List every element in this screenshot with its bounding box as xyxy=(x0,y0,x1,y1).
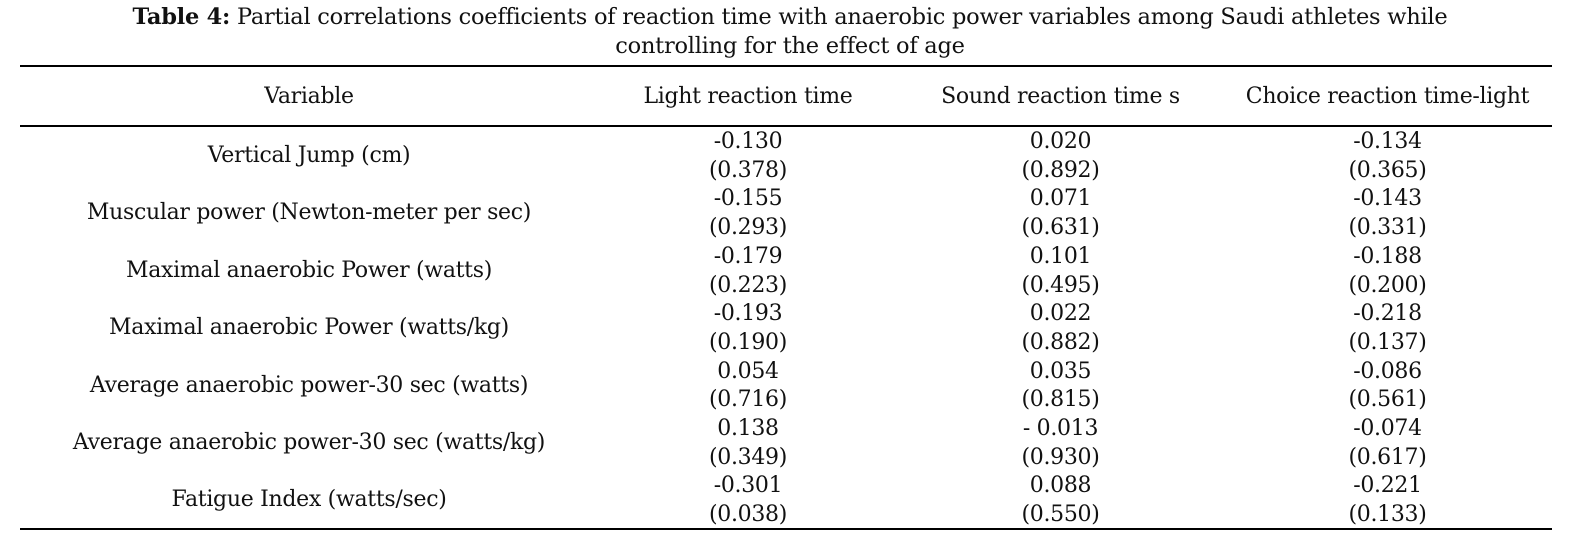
light-reaction-cell: 0.138 (0.349) xyxy=(598,415,898,472)
light-r-value: 0.054 xyxy=(717,358,779,384)
variable-name: Maximal anaerobic Power (watts/kg) xyxy=(109,315,509,341)
light-p-value: (0.716) xyxy=(708,387,788,413)
table-body: Vertical Jump (cm) -0.130 (0.378) 0.020 (0… xyxy=(20,128,1552,528)
variable-name: Muscular power (Newton-meter per sec) xyxy=(86,200,532,226)
light-reaction-cell: -0.193 (0.190) xyxy=(598,300,898,357)
light-r-value: -0.179 xyxy=(713,243,783,269)
header-choice-reaction-time-light: Choice reaction time-light xyxy=(1245,84,1530,109)
caption-line-2: controlling for the effect of age xyxy=(615,33,965,59)
variable-name: Fatigue Index (watts/sec) xyxy=(171,487,447,513)
light-reaction-cell: -0.155 (0.293) xyxy=(598,185,898,242)
header-sound-reaction-time: Sound reaction time s xyxy=(941,84,1180,109)
sound-p-value: (0.495) xyxy=(1021,272,1100,298)
sound-r-value: 0.022 xyxy=(1029,301,1092,327)
caption-title-part-1: Partial correlations coefficients of rea… xyxy=(230,4,1448,30)
header-variable: Variable xyxy=(264,84,354,109)
table-row: Fatigue Index (watts/sec) -0.301 (0.038) … xyxy=(20,472,1552,529)
caption-line-1: Table 4: Partial correlations coefficien… xyxy=(30,3,1550,32)
sound-reaction-cell: 0.022 (0.882) xyxy=(898,300,1223,357)
choice-r-value: -0.143 xyxy=(1353,186,1422,212)
table-row: Average anaerobic power-30 sec (watts/kg… xyxy=(20,415,1552,472)
variable-name: Maximal anaerobic Power (watts) xyxy=(125,257,492,283)
table-bottom-rule xyxy=(20,528,1552,530)
variable-name: Average anaerobic power-30 sec (watts/kg… xyxy=(72,430,546,455)
light-r-value: -0.130 xyxy=(713,129,783,154)
table-top-rule xyxy=(20,65,1552,67)
sound-r-value: 0.088 xyxy=(1029,473,1092,499)
variable-name: Average anaerobic power-30 sec (watts) xyxy=(89,372,529,398)
sound-p-value: (0.882) xyxy=(1021,329,1100,355)
sound-r-value: - 0.013 xyxy=(1022,416,1099,441)
table-caption: Table 4: Partial correlations coefficien… xyxy=(30,3,1550,61)
sound-reaction-cell: 0.071 (0.631) xyxy=(898,185,1223,242)
header-light-reaction-time: Light reaction time xyxy=(643,84,853,109)
light-p-value: (0.223) xyxy=(708,272,788,298)
choice-r-value: -0.188 xyxy=(1353,243,1422,269)
light-r-value: -0.301 xyxy=(713,473,783,499)
choice-r-value: -0.218 xyxy=(1353,301,1422,327)
table-row: Average anaerobic power-30 sec (watts) 0… xyxy=(20,358,1552,415)
sound-p-value: (0.815) xyxy=(1021,387,1100,413)
light-p-value: (0.349) xyxy=(708,444,788,470)
choice-p-value: (0.137) xyxy=(1348,329,1427,355)
caption-label: Table 4: xyxy=(132,4,231,30)
sound-p-value: (0.550) xyxy=(1021,502,1100,528)
light-p-value: (0.378) xyxy=(708,157,788,183)
choice-reaction-cell: -0.188 (0.200) xyxy=(1223,243,1552,300)
light-reaction-cell: -0.179 (0.223) xyxy=(598,243,898,300)
table-row: Vertical Jump (cm) -0.130 (0.378) 0.020 (0… xyxy=(20,128,1552,185)
sound-p-value: (0.892) xyxy=(1021,157,1100,183)
light-p-value: (0.190) xyxy=(708,329,788,355)
choice-r-value: -0.086 xyxy=(1353,358,1422,384)
light-reaction-cell: -0.301 (0.038) xyxy=(598,472,898,529)
choice-r-value: -0.134 xyxy=(1353,129,1422,154)
light-r-value: 0.138 xyxy=(717,416,779,441)
sound-reaction-cell: 0.088 (0.550) xyxy=(898,472,1223,529)
light-p-value: (0.038) xyxy=(708,502,788,528)
choice-p-value: (0.133) xyxy=(1348,502,1427,528)
light-reaction-cell: -0.130 (0.378) xyxy=(598,128,898,185)
choice-p-value: (0.200) xyxy=(1348,272,1427,298)
sound-r-value: 0.101 xyxy=(1029,243,1092,269)
sound-r-value: 0.071 xyxy=(1029,186,1092,212)
choice-reaction-cell: -0.134 (0.365) xyxy=(1223,128,1552,185)
choice-r-value: -0.074 xyxy=(1353,416,1422,441)
sound-reaction-cell: 0.020 (0.892) xyxy=(898,128,1223,185)
choice-reaction-cell: -0.074 (0.617) xyxy=(1223,415,1552,472)
sound-r-value: 0.020 xyxy=(1029,129,1092,154)
sound-p-value: (0.930) xyxy=(1021,444,1100,470)
choice-reaction-cell: -0.086 (0.561) xyxy=(1223,358,1552,415)
light-r-value: -0.155 xyxy=(713,186,783,212)
light-p-value: (0.293) xyxy=(708,215,788,241)
choice-p-value: (0.617) xyxy=(1348,444,1427,470)
choice-p-value: (0.561) xyxy=(1348,387,1427,413)
table-row: Maximal anaerobic Power (watts/kg) -0.19… xyxy=(20,300,1552,357)
sound-r-value: 0.035 xyxy=(1029,358,1092,384)
table-row: Maximal anaerobic Power (watts) -0.179 (0… xyxy=(20,243,1552,300)
table-row: Muscular power (Newton-meter per sec) -0… xyxy=(20,185,1552,242)
choice-reaction-cell: -0.218 (0.137) xyxy=(1223,300,1552,357)
variable-name: Vertical Jump (cm) xyxy=(207,143,411,168)
choice-r-value: -0.221 xyxy=(1353,473,1422,499)
sound-reaction-cell: 0.035 (0.815) xyxy=(898,358,1223,415)
choice-reaction-cell: -0.143 (0.331) xyxy=(1223,185,1552,242)
choice-reaction-cell: -0.221 (0.133) xyxy=(1223,472,1552,529)
sound-reaction-cell: - 0.013 (0.930) xyxy=(898,415,1223,472)
choice-p-value: (0.365) xyxy=(1348,157,1427,183)
table-header-row: Variable Light reaction time Sound react… xyxy=(20,66,1552,125)
sound-reaction-cell: 0.101 (0.495) xyxy=(898,243,1223,300)
light-r-value: -0.193 xyxy=(713,301,783,327)
sound-p-value: (0.631) xyxy=(1021,215,1100,241)
light-reaction-cell: 0.054 (0.716) xyxy=(598,358,898,415)
table-header-rule xyxy=(20,125,1552,127)
choice-p-value: (0.331) xyxy=(1348,215,1427,241)
